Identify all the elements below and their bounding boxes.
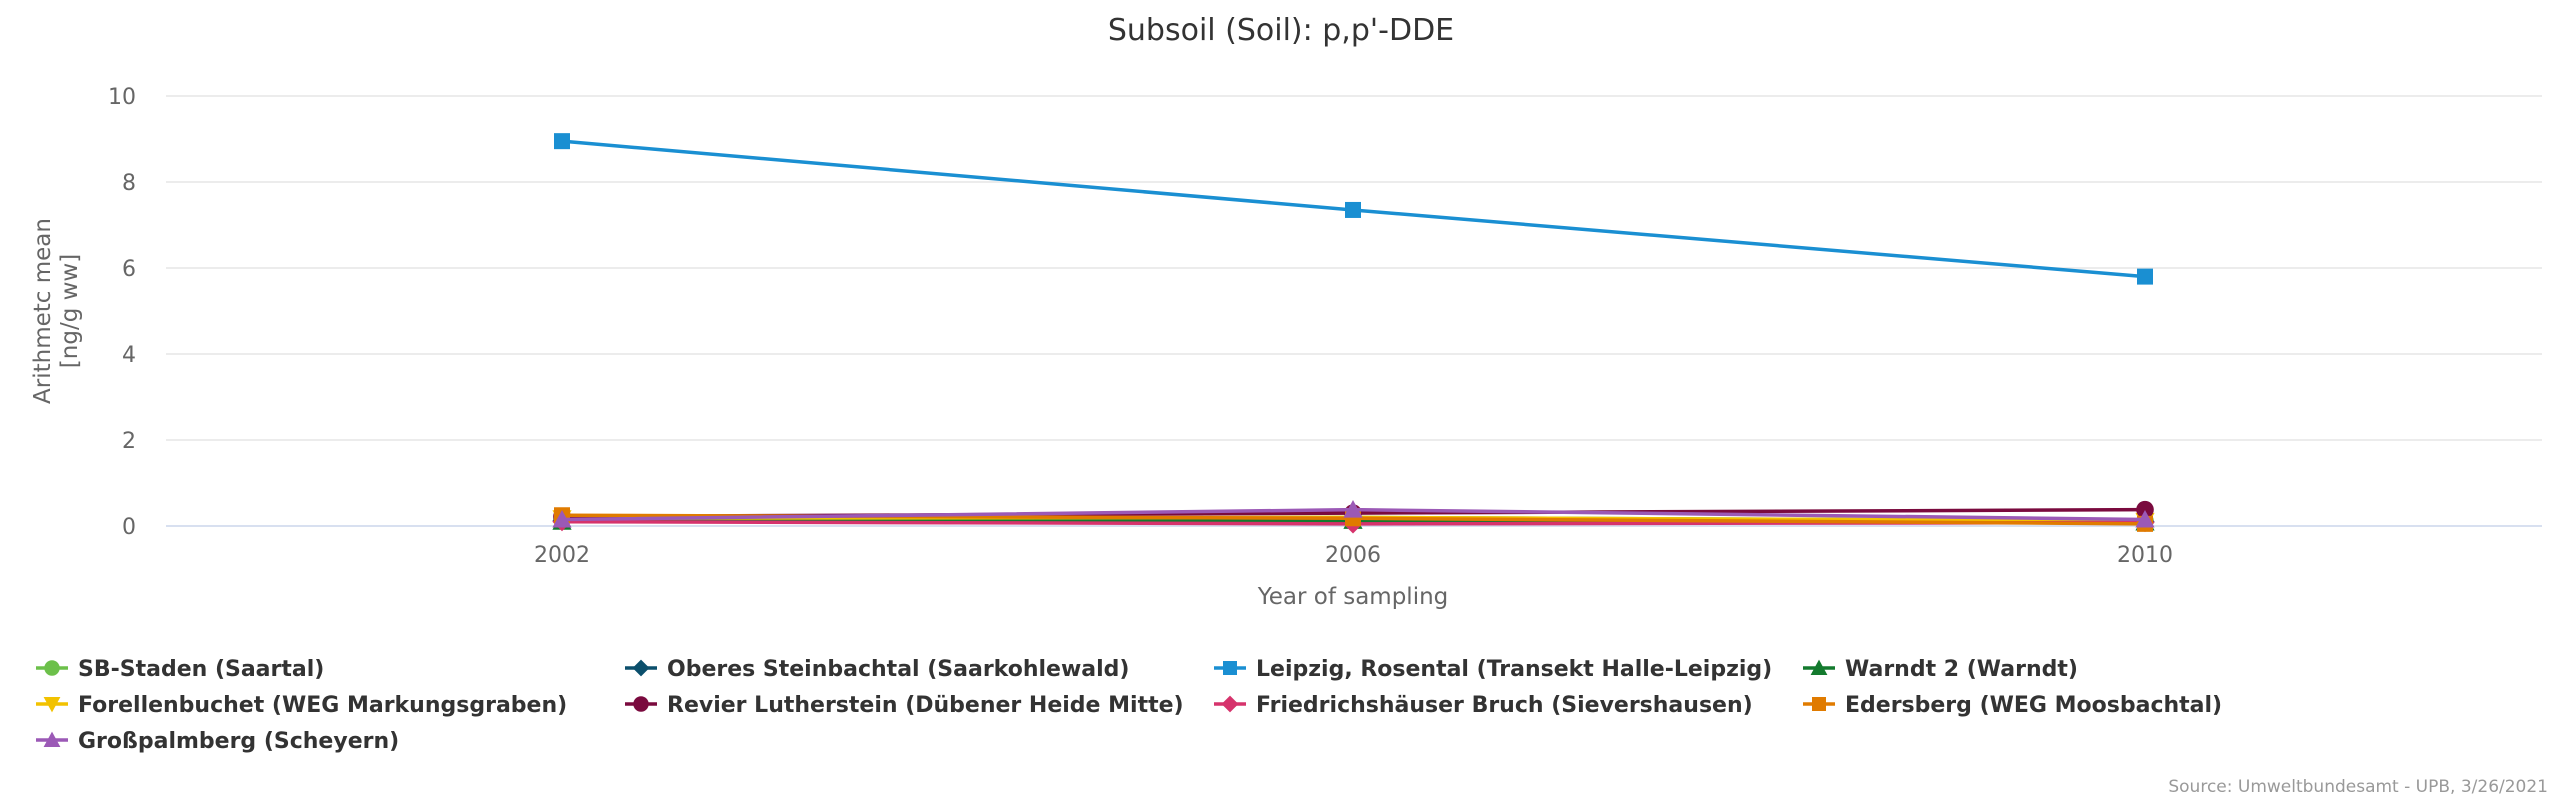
legend-label: Warndt 2 (Warndt) (1845, 657, 2078, 682)
data-point (2135, 509, 2155, 528)
legend-label: Leipzig, Rosental (Transekt Halle-Leipzi… (1256, 657, 1772, 682)
data-point (1345, 201, 1361, 218)
x-tick-label: 2006 (1325, 543, 1381, 568)
legend-marker (44, 660, 60, 676)
y-tick-label: 6 (122, 257, 136, 282)
legend-marker (1221, 695, 1239, 713)
legend-item[interactable]: Forellenbuchet (WEG Markungsgraben) (36, 693, 567, 718)
data-point (1343, 500, 1363, 518)
series-8 (552, 500, 2155, 528)
legend-label: Oberes Steinbachtal (Saarkohlewald) (667, 657, 1129, 682)
legend-item[interactable]: Revier Lutherstein (Dübener Heide Mitte) (625, 693, 1184, 718)
y-tick-label: 8 (122, 171, 136, 196)
legend-label: SB-Staden (Saartal) (78, 657, 324, 682)
x-tick-label: 2010 (2117, 543, 2173, 568)
legend-label: Friedrichshäuser Bruch (Sievershausen) (1256, 693, 1753, 718)
legend: SB-Staden (Saartal) Oberes Steinbachtal (… (36, 657, 2222, 754)
legend-item[interactable]: SB-Staden (Saartal) (36, 657, 324, 682)
series-2 (554, 133, 2153, 285)
series-layer (552, 133, 2155, 534)
legend-item[interactable]: Warndt 2 (Warndt) (1803, 657, 2078, 682)
y-axis-title: Arithmetc mean[ng/g ww] (30, 218, 83, 404)
legend-marker (632, 659, 650, 677)
legend-item[interactable]: Friedrichshäuser Bruch (Sievershausen) (1214, 693, 1753, 718)
legend-label: Edersberg (WEG Moosbachtal) (1845, 693, 2222, 718)
legend-label: Großpalmberg (Scheyern) (78, 729, 399, 754)
legend-item[interactable]: Oberes Steinbachtal (Saarkohlewald) (625, 657, 1129, 682)
legend-marker (43, 697, 61, 713)
legend-item[interactable]: Leipzig, Rosental (Transekt Halle-Leipzi… (1214, 657, 1772, 682)
y-tick-label: 2 (122, 429, 136, 454)
data-point (2137, 268, 2153, 285)
x-tick-label: 2002 (534, 543, 590, 568)
legend-label: Revier Lutherstein (Dübener Heide Mitte) (667, 693, 1184, 718)
legend-marker (1810, 659, 1828, 675)
x-axis-title: Year of sampling (1257, 584, 1449, 610)
legend-marker (633, 696, 649, 712)
y-tick-label: 10 (108, 85, 136, 110)
legend-marker (1812, 697, 1826, 711)
chart-title: Subsoil (Soil): p,p'-DDE (1108, 13, 1454, 48)
legend-marker (43, 731, 61, 747)
y-axis-title-line: Arithmetc mean (30, 218, 56, 404)
grid (166, 95, 2542, 527)
legend-marker (1223, 661, 1237, 675)
y-tick-label: 4 (122, 343, 136, 368)
y-axis-ticks: 0 2 4 6 8 10 (108, 85, 136, 540)
credits-text: Source: Umweltbundesamt - UPB, 3/26/2021 (2168, 777, 2548, 797)
y-tick-label: 0 (122, 515, 136, 540)
y-axis-title-line: [ng/g ww] (57, 254, 83, 368)
data-point (2136, 500, 2154, 519)
data-point (554, 133, 570, 150)
legend-label: Forellenbuchet (WEG Markungsgraben) (78, 693, 567, 718)
data-point (552, 509, 572, 528)
legend-item[interactable]: Edersberg (WEG Moosbachtal) (1803, 693, 2222, 718)
legend-item[interactable]: Großpalmberg (Scheyern) (36, 729, 399, 754)
x-axis-ticks: 2002 2006 2010 (534, 543, 2173, 568)
